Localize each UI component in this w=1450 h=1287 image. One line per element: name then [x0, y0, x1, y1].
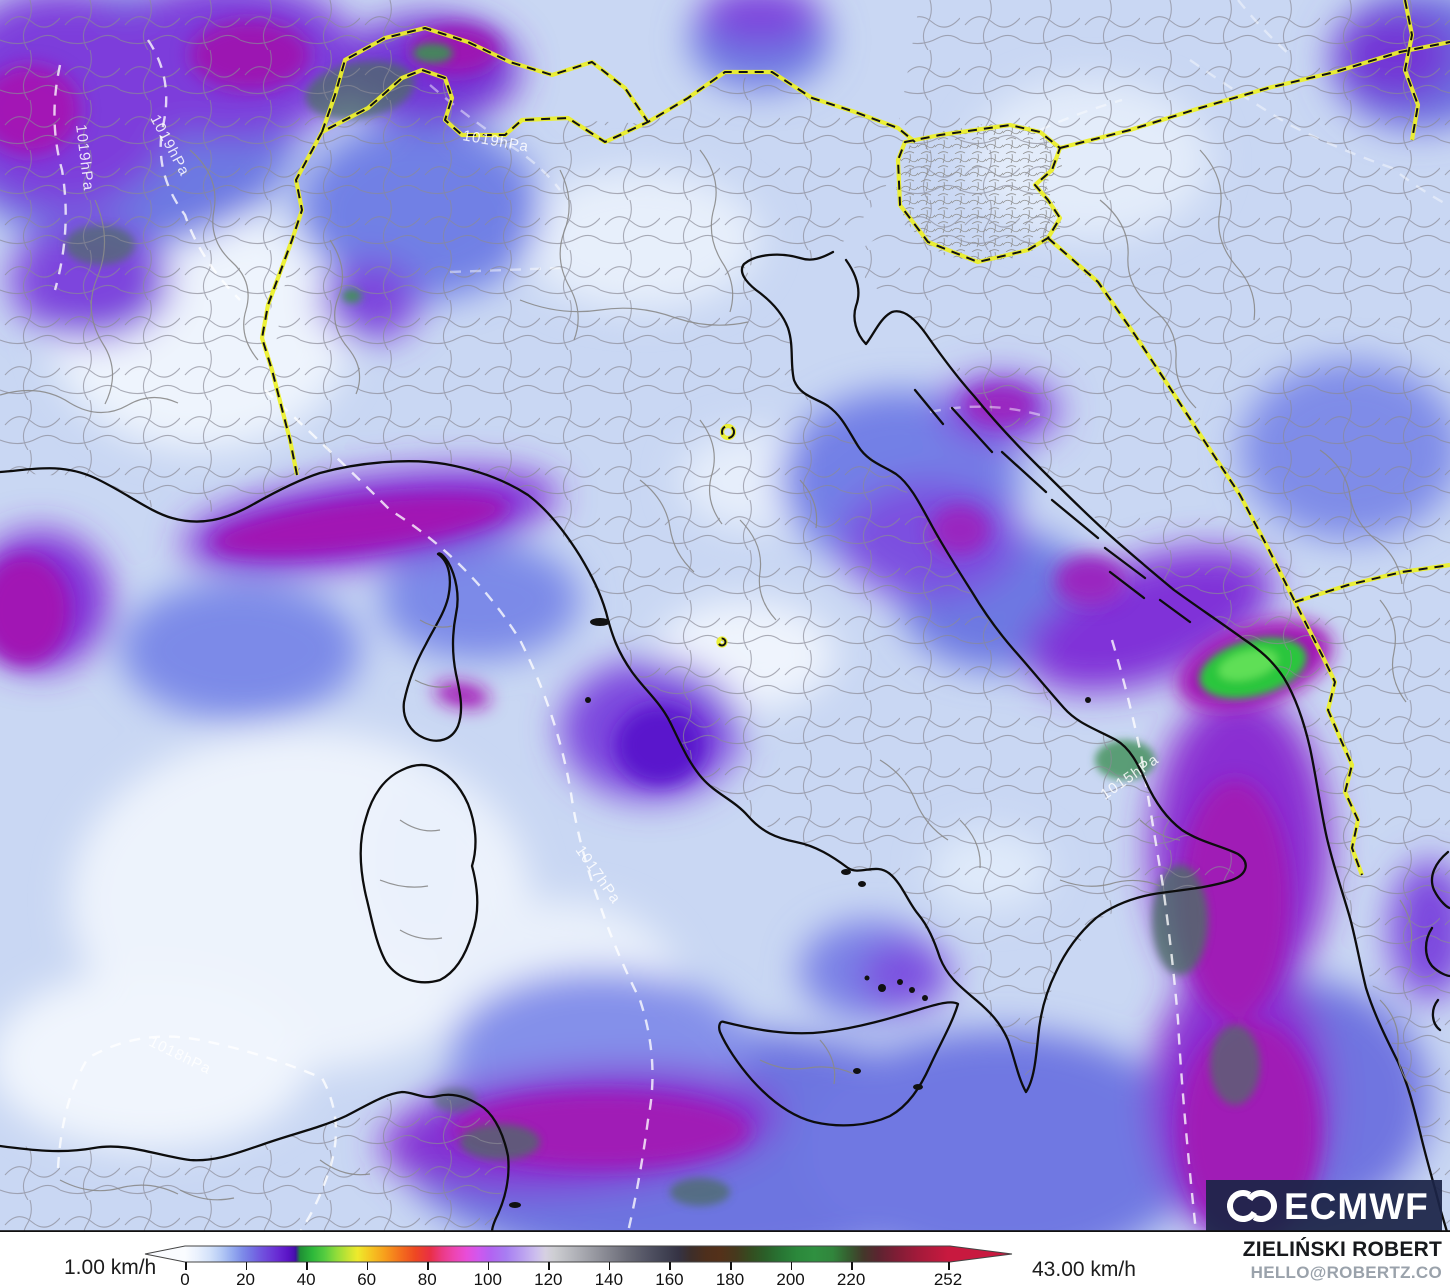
scale-tick — [306, 1262, 308, 1270]
ecmwf-logo-text: ECMWF — [1284, 1186, 1429, 1227]
scale-tick-label: 120 — [534, 1270, 563, 1287]
scale-max-label: 43.00 km/h — [1032, 1258, 1136, 1281]
map-canvas: 1019hPa 1019hPa 1019hPa 1017hPa 1018hPa … — [0, 0, 1450, 1232]
small-islands — [509, 618, 1091, 1208]
scale-tick-label: 80 — [417, 1270, 437, 1287]
scale-tick — [790, 1262, 793, 1270]
scale-min-label: 1.00 km/h — [64, 1256, 157, 1279]
scale-tick-label: 160 — [655, 1270, 684, 1287]
attribution-name: ZIELIŃSKI ROBERT — [1242, 1238, 1442, 1261]
legend-bar: 1.00 km/h 43.00 km/h 0 20 40 60 80 100 120 140 1… — [0, 1232, 1450, 1287]
ecmwf-logo: ECMWF — [1206, 1180, 1442, 1232]
scale-tick-label: 40 — [296, 1270, 316, 1287]
isobar-lines — [53, 0, 1449, 1232]
national-borders — [259, 0, 1450, 876]
scale-tick-label: 180 — [715, 1270, 745, 1287]
wind-gust-map: 1019hPa 1019hPa 1019hPa 1017hPa 1018hPa … — [0, 0, 1450, 1232]
scale-tick-label: 252 — [933, 1270, 963, 1287]
scale-tick — [548, 1262, 550, 1270]
scale-tick — [427, 1262, 429, 1270]
scale-tick — [608, 1262, 611, 1270]
scale-tick — [669, 1262, 672, 1270]
scale-tick — [851, 1262, 853, 1270]
scale-tick-label: 60 — [357, 1270, 377, 1287]
attribution-contact: HELLO@ROBERTZ.CO — [1250, 1262, 1442, 1282]
scale-tick-label: 0 — [180, 1270, 190, 1287]
scale-tick-label: 20 — [236, 1270, 256, 1287]
scale-tick-label: 220 — [836, 1270, 866, 1287]
scale-tick-label: 100 — [473, 1270, 502, 1287]
scale-tick-label: 200 — [776, 1270, 805, 1287]
scale-tick — [185, 1262, 187, 1270]
scale-tick — [245, 1262, 248, 1270]
scale-tick — [487, 1262, 490, 1270]
admin-boundaries — [0, 0, 1450, 1232]
attribution: ZIELIŃSKI ROBERT HELLO@ROBERTZ.CO — [1243, 1237, 1442, 1283]
regional-borders — [0, 149, 1417, 1201]
coastlines — [0, 250, 1450, 1232]
scale-tick — [730, 1262, 732, 1270]
scale-tick — [366, 1262, 369, 1270]
scale-tick — [948, 1262, 950, 1270]
scale-tick-label: 140 — [594, 1270, 624, 1287]
